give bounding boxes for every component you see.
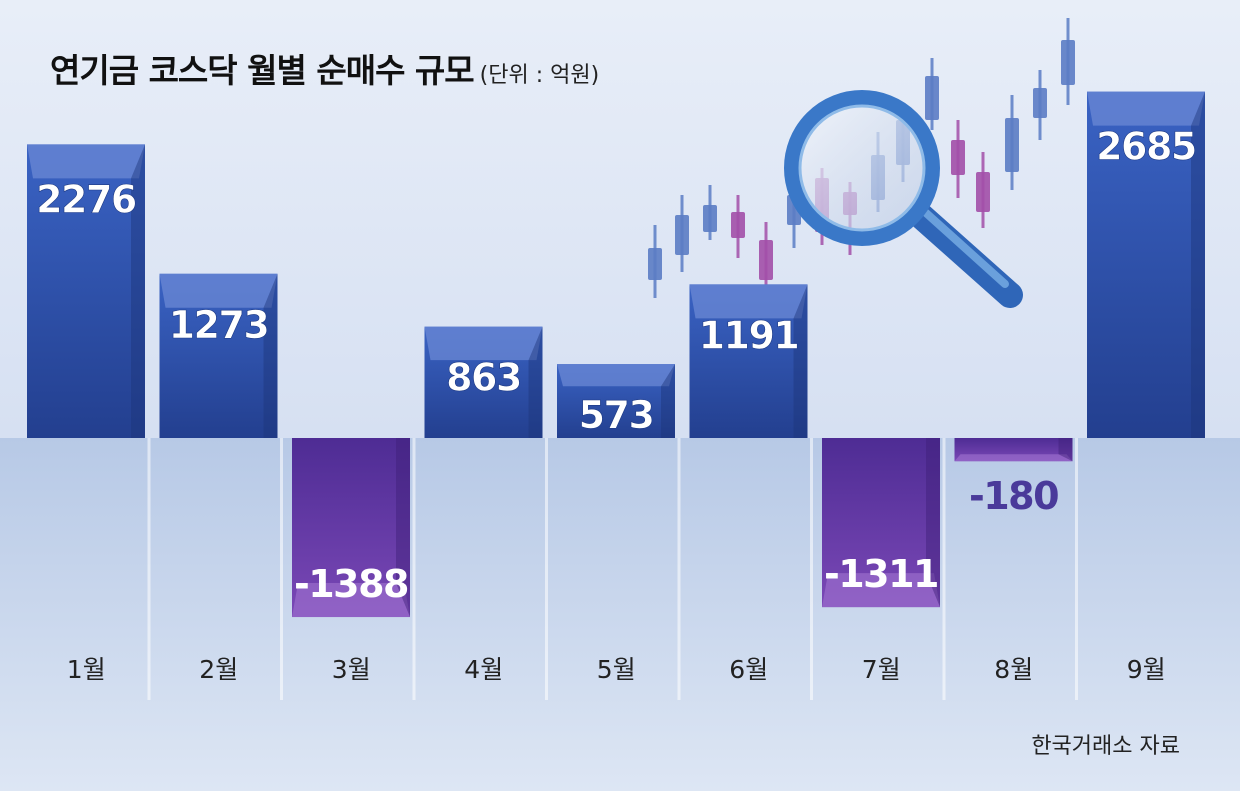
category-label: 6월	[729, 655, 768, 684]
candle-body	[675, 215, 689, 255]
bar-2	[159, 273, 278, 438]
value-label: 1191	[699, 313, 799, 357]
column-divider	[147, 438, 151, 700]
category-label: 7월	[862, 655, 901, 684]
bar-side-shade	[661, 364, 675, 438]
column-divider	[810, 438, 813, 700]
bar-bevel	[822, 573, 940, 608]
chart-title-text: 연기금 코스닥 월별 순매수 규모	[50, 51, 475, 90]
candle-body	[925, 76, 939, 120]
bar-7	[822, 438, 940, 608]
bar-bevel	[292, 583, 410, 618]
bar-side-shade	[1191, 91, 1205, 438]
magnifier-lens	[784, 90, 940, 246]
bar-side-shade	[396, 438, 410, 618]
candle-body	[648, 248, 662, 280]
value-label: -180	[969, 474, 1058, 518]
category-label: 4월	[464, 655, 503, 684]
candle-body	[1005, 118, 1019, 172]
bar-side-shade	[793, 284, 808, 438]
bar-1	[27, 144, 145, 438]
value-labels: 2276 1273 -1388 863 573 1191 -1311 -180 2685	[36, 124, 1198, 606]
value-label: 2685	[1096, 125, 1196, 169]
value-label: 2276	[36, 177, 136, 221]
bar-side-shade	[926, 438, 940, 608]
bar-bevel	[557, 364, 675, 387]
column-divider	[677, 438, 681, 700]
candlestick-decoration	[648, 18, 1075, 308]
value-label: 573	[579, 393, 654, 437]
bar-body	[27, 144, 145, 438]
value-label: 1273	[169, 303, 269, 347]
category-labels: 1월 2월 3월 4월 5월 6월 7월 8월 9월	[67, 655, 1166, 684]
candle-body	[951, 140, 965, 175]
bar-bevel	[424, 326, 543, 361]
category-label: 8월	[994, 655, 1033, 684]
bar-bevel	[1087, 91, 1205, 126]
category-label: 5월	[597, 655, 636, 684]
category-label: 2월	[199, 655, 238, 684]
bar-side-shade	[1058, 438, 1073, 462]
bar-side-shade	[131, 144, 145, 438]
bar-bevel	[27, 144, 145, 179]
bar-side-shade	[263, 273, 278, 438]
bars	[27, 91, 1205, 618]
column-divider	[942, 438, 946, 700]
candle-body	[976, 172, 990, 212]
bar-side-shade	[528, 326, 543, 438]
candle-body	[703, 205, 717, 232]
chart-unit: (단위 : 억원)	[479, 63, 600, 88]
value-label: -1388	[294, 562, 408, 606]
magnifier-handle	[907, 202, 1023, 308]
column-divider	[280, 438, 283, 700]
bar-8	[954, 438, 1073, 462]
column-divider	[412, 438, 416, 700]
bar-bevel	[954, 454, 1073, 462]
candle-body	[1061, 40, 1075, 85]
chart-title: 연기금 코스닥 월별 순매수 규모 (단위 : 억원)	[50, 44, 599, 92]
category-label: 9월	[1127, 655, 1166, 684]
bar-9	[1087, 91, 1205, 438]
value-label: -1311	[824, 552, 938, 596]
bar-bevel	[689, 284, 808, 319]
source-note: 한국거래소 자료	[1031, 734, 1180, 759]
bar-body	[1087, 91, 1205, 438]
bar-3	[292, 438, 410, 618]
bar-4	[424, 326, 543, 438]
candle-body	[731, 212, 745, 238]
magnifier-handle-highlight	[921, 208, 1009, 288]
column-divider	[1075, 438, 1078, 700]
bar-bevel	[159, 273, 278, 308]
magnifier-rim-highlight	[798, 104, 926, 232]
candle-body	[759, 240, 773, 280]
background-lower	[0, 438, 1240, 791]
value-label: 863	[446, 356, 521, 400]
category-label: 3월	[332, 655, 371, 684]
bar-6	[689, 284, 808, 438]
bar-5	[557, 364, 675, 438]
candle-body	[1033, 88, 1047, 118]
category-label: 1월	[67, 655, 106, 684]
column-divider	[545, 438, 548, 700]
